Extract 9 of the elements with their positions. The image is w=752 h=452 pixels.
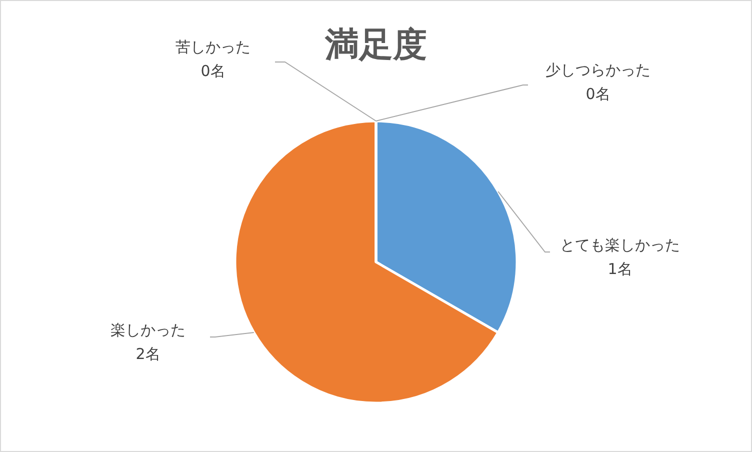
category-label: 苦しかった [176,38,250,56]
text: 0名 [200,62,226,80]
category-label: 少しつらかった [546,61,650,79]
slice-label: とても楽しかった [560,236,680,254]
data-label: 1名 [608,260,632,278]
slice-label: 楽しかった [110,321,186,339]
data-label: 2名 [136,345,160,363]
text: 0名 [586,85,610,103]
chart-title: 満足度 [324,25,427,65]
